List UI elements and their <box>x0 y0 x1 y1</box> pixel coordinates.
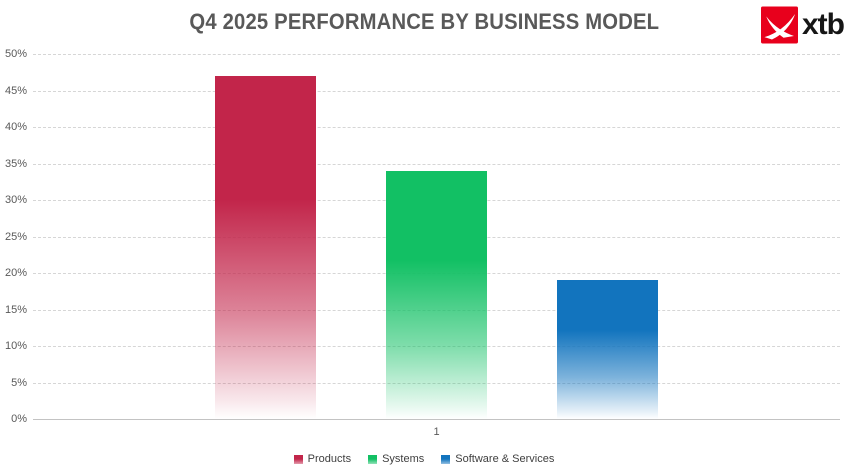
y-axis-label-20: 20% <box>4 267 27 279</box>
xtb-logo: xtb <box>761 6 845 44</box>
y-axis-label-40: 40% <box>4 121 27 133</box>
y-axis-label-45: 45% <box>4 84 27 97</box>
bar-systems <box>386 170 487 419</box>
y-axis-label-10: 10% <box>4 340 27 352</box>
y-axis-label-35: 35% <box>4 157 27 170</box>
y-axis-label-25: 25% <box>4 230 27 243</box>
legend-label: Software & Services <box>455 453 555 465</box>
y-axis-label-5: 5% <box>11 376 27 389</box>
legend-swatch-icon <box>441 454 451 464</box>
legend-item-products: Products <box>293 453 352 465</box>
gridline-40 <box>33 127 840 128</box>
legend-label: Products <box>307 453 352 465</box>
gridline-35 <box>33 163 840 165</box>
x-axis-line <box>33 419 840 420</box>
gridline-50 <box>33 54 840 55</box>
legend-item-software-services: Software & Services <box>441 453 554 465</box>
gridline-45 <box>33 90 840 92</box>
xtb-logo-text: xtb <box>802 8 845 41</box>
y-axis-label-50: 50% <box>4 48 27 60</box>
y-axis-label-30: 30% <box>4 194 27 206</box>
legend-item-systems: Systems <box>368 453 424 465</box>
legend: Products Systems Software & Services <box>0 453 848 465</box>
y-axis-label-15: 15% <box>4 303 27 316</box>
bar-software-services <box>557 280 658 419</box>
legend-label: Systems <box>382 453 425 465</box>
chart-title-text: Q4 2025 PERFORMANCE BY BUSINESS MODEL <box>189 9 659 34</box>
legend-swatch-icon <box>293 454 303 464</box>
x-axis-label: 1 <box>433 426 440 438</box>
legend-swatch-icon <box>368 454 378 464</box>
bar-products <box>215 75 316 419</box>
swallow-x-icon <box>761 6 798 44</box>
y-axis-label-0: 0% <box>11 413 27 425</box>
plot-area: 1 0% 5% 10% 15% 20% 25% 30% 35% 40% 45% 50% <box>5 48 840 438</box>
chart-title: Q4 2025 PERFORMANCE BY BUSINESS MODEL <box>0 9 848 35</box>
